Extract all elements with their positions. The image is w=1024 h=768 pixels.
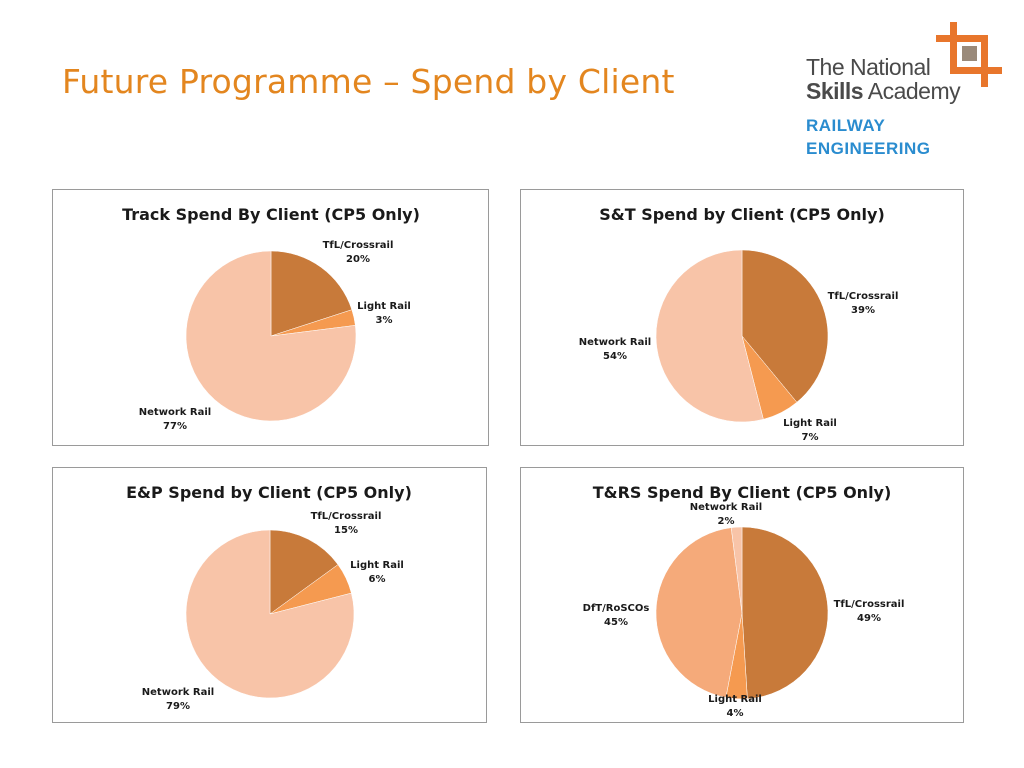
slice-label-network-rail: Network Rail 2% bbox=[690, 502, 762, 527]
logo-text-skills: Skills bbox=[806, 78, 864, 104]
chart-title: T&RS Spend By Client (CP5 Only) bbox=[593, 483, 892, 502]
pie bbox=[185, 250, 357, 422]
pie-slice-network-rail bbox=[655, 249, 764, 423]
slice-percent: 2% bbox=[718, 516, 735, 527]
slice-category: DfT/RoSCOs bbox=[583, 603, 650, 614]
slice-category: TfL/Crossrail bbox=[311, 511, 382, 522]
slice-category: Light Rail bbox=[708, 694, 762, 705]
slice-percent: 39% bbox=[851, 305, 875, 316]
slice-percent: 15% bbox=[334, 525, 358, 536]
pie bbox=[655, 526, 829, 700]
slice-label-tfl-crossrail: TfL/Crossrail 49% bbox=[834, 599, 905, 624]
slice-category: TfL/Crossrail bbox=[828, 291, 899, 302]
slice-percent: 3% bbox=[376, 315, 393, 326]
national-skills-academy-logo: The National Skills Academy RAILWAY ENGI… bbox=[806, 22, 1006, 162]
slice-percent: 54% bbox=[603, 351, 627, 362]
chart-ep-spend: E&P Spend by Client (CP5 Only) TfL/Cross… bbox=[52, 467, 487, 723]
slice-label-network-rail: Network Rail 54% bbox=[579, 337, 651, 362]
logo-text-line-2: Skills Academy bbox=[806, 78, 961, 105]
chart-title: E&P Spend by Client (CP5 Only) bbox=[126, 483, 412, 502]
slice-label-light-rail: Light Rail 4% bbox=[708, 694, 762, 719]
slide-title: Future Programme – Spend by Client bbox=[62, 62, 675, 101]
logo-text-engineering: ENGINEERING bbox=[806, 139, 931, 158]
logo-text-railway: RAILWAY bbox=[806, 116, 886, 135]
slice-label-dft-roscos: DfT/RoSCOs 45% bbox=[583, 603, 650, 628]
slice-category: Network Rail bbox=[579, 337, 651, 348]
slice-label-light-rail: Light Rail 7% bbox=[783, 418, 837, 443]
slice-label-light-rail: Light Rail 6% bbox=[350, 560, 404, 585]
slice-label-tfl-crossrail: TfL/Crossrail 15% bbox=[311, 511, 382, 536]
slice-percent: 79% bbox=[166, 701, 190, 712]
pie-slice-tfl-crossrail bbox=[270, 250, 353, 337]
chart-trs-svg: T&RS Spend By Client (CP5 Only) TfL/Cros… bbox=[583, 483, 905, 719]
slice-label-network-rail: Network Rail 79% bbox=[142, 687, 214, 712]
slice-percent: 7% bbox=[802, 432, 819, 443]
pie-slice-network-rail bbox=[185, 250, 357, 422]
pie bbox=[185, 529, 355, 699]
pie-slice-dft-roscos bbox=[655, 527, 743, 698]
chart-title: S&T Spend by Client (CP5 Only) bbox=[599, 205, 885, 224]
slice-category: Network Rail bbox=[139, 407, 211, 418]
chart-title: Track Spend By Client (CP5 Only) bbox=[122, 205, 420, 224]
logo-text-line-1: The National bbox=[806, 54, 931, 80]
logo-crop-mark-icon bbox=[936, 22, 1002, 87]
pie-slice-tfl-crossrail bbox=[269, 529, 339, 615]
slice-percent: 77% bbox=[163, 421, 187, 432]
slice-label-network-rail: Network Rail 77% bbox=[139, 407, 211, 432]
slice-percent: 45% bbox=[604, 617, 628, 628]
slice-category: Network Rail bbox=[142, 687, 214, 698]
slice-category: Light Rail bbox=[350, 560, 404, 571]
slice-label-tfl-crossrail: TfL/Crossrail 20% bbox=[323, 240, 394, 265]
chart-ep-svg: E&P Spend by Client (CP5 Only) TfL/Cross… bbox=[126, 483, 412, 712]
logo-text-academy: Academy bbox=[863, 78, 961, 104]
slice-percent: 20% bbox=[346, 254, 370, 265]
chart-st-svg: S&T Spend by Client (CP5 Only) TfL/Cross… bbox=[579, 205, 899, 443]
slice-category: TfL/Crossrail bbox=[834, 599, 905, 610]
pie-slice-tfl-crossrail bbox=[741, 526, 829, 700]
slice-label-light-rail: Light Rail 3% bbox=[357, 301, 411, 326]
slice-label-tfl-crossrail: TfL/Crossrail 39% bbox=[828, 291, 899, 316]
slice-category: Light Rail bbox=[357, 301, 411, 312]
slice-percent: 4% bbox=[727, 708, 744, 719]
slice-category: TfL/Crossrail bbox=[323, 240, 394, 251]
slice-percent: 6% bbox=[369, 574, 386, 585]
slice-category: Network Rail bbox=[690, 502, 762, 513]
chart-st-spend: S&T Spend by Client (CP5 Only) TfL/Cross… bbox=[520, 189, 964, 446]
slice-category: Light Rail bbox=[783, 418, 837, 429]
pie-slice-tfl-crossrail bbox=[741, 249, 829, 403]
chart-track-svg: Track Spend By Client (CP5 Only) TfL/Cro… bbox=[122, 205, 420, 432]
pie bbox=[655, 249, 829, 423]
chart-track-spend: Track Spend By Client (CP5 Only) TfL/Cro… bbox=[52, 189, 489, 446]
pie-slice-network-rail bbox=[185, 529, 355, 699]
chart-trs-spend: T&RS Spend By Client (CP5 Only) TfL/Cros… bbox=[520, 467, 964, 723]
slice-percent: 49% bbox=[857, 613, 881, 624]
pie-slice-network-rail bbox=[730, 526, 743, 614]
